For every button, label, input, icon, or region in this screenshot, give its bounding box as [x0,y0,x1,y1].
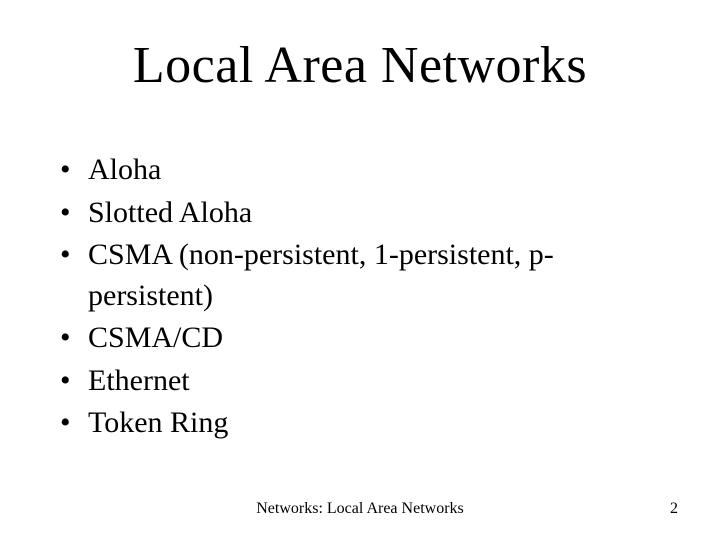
bullet-list: Aloha Slotted Aloha CSMA (non-persistent… [60,150,660,446]
page-number: 2 [670,500,678,518]
slide-title: Local Area Networks [0,36,720,95]
list-item: Slotted Aloha [60,193,660,234]
list-item: Ethernet [60,361,660,402]
list-item: CSMA (non-persistent, 1-persistent, p-pe… [60,235,660,316]
list-item: CSMA/CD [60,318,660,359]
slide-footer: Networks: Local Area Networks [0,500,720,518]
slide: Local Area Networks Aloha Slotted Aloha … [0,0,720,540]
list-item: Token Ring [60,403,660,444]
list-item: Aloha [60,150,660,191]
